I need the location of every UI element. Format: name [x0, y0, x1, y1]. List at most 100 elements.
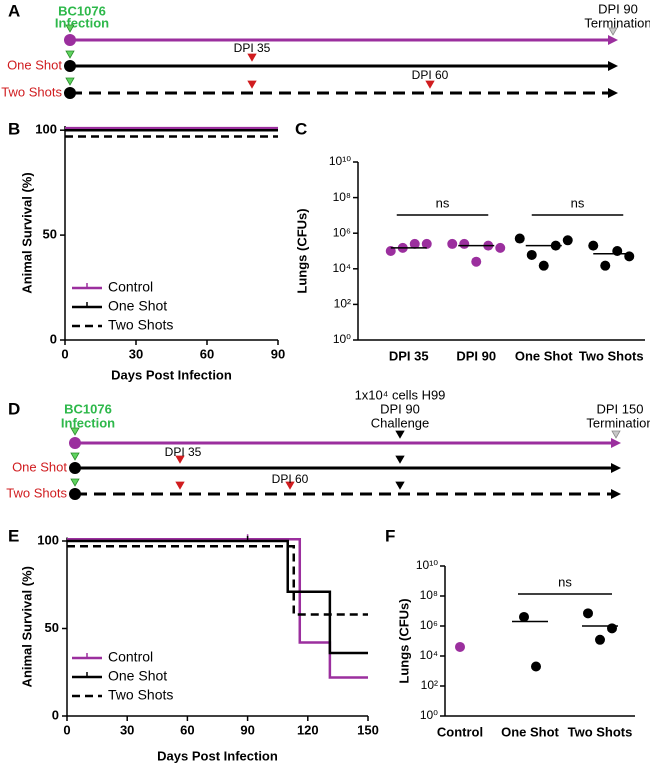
y-axis-label: Animal Survival (%): [19, 566, 34, 687]
survival-line: [67, 545, 368, 616]
x-axis-label: Days Post Infection: [157, 748, 278, 763]
x-tick-label: One Shot: [515, 348, 573, 363]
panel-letter: B: [8, 119, 20, 138]
y-tick-label: 100: [35, 122, 57, 137]
data-point: [459, 238, 470, 249]
y-tick-label: 10⁰: [420, 708, 438, 722]
y-axis-label: Lungs (CFUs): [294, 208, 309, 293]
y-tick-label: 10⁸: [420, 588, 438, 602]
y-axis-label: Animal Survival (%): [19, 172, 34, 293]
x-tick-label: One Shot: [501, 724, 559, 739]
infection-marker: [65, 50, 75, 59]
panel-letter: D: [8, 399, 20, 418]
challenge-marker: [395, 430, 405, 439]
y-tick-label: 10¹⁰: [329, 154, 351, 168]
y-tick-label: 10⁶: [420, 618, 438, 632]
y-tick-label: 100: [37, 532, 59, 547]
start-dot: [64, 87, 76, 99]
significance-label: ns: [436, 195, 450, 210]
y-tick-label: 10⁶: [333, 225, 351, 239]
data-point: [562, 235, 573, 246]
data-point: [624, 251, 635, 262]
infection-marker: [65, 24, 75, 33]
y-tick-label: 50: [43, 227, 57, 242]
data-point: [495, 242, 506, 253]
challenge-marker: [395, 455, 405, 464]
data-point: [583, 608, 593, 619]
data-point: [531, 661, 541, 672]
challenge-label: DPI 90: [380, 401, 420, 416]
x-tick-label: 0: [63, 722, 70, 737]
data-point: [526, 249, 537, 260]
termination-marker: [608, 27, 618, 36]
legend-label: One Shot: [108, 298, 167, 314]
y-tick-label: 10⁰: [333, 332, 351, 346]
data-point: [595, 634, 605, 645]
panel-letter: E: [8, 526, 19, 545]
start-label: BC1076: [64, 401, 112, 416]
infection-marker: [70, 427, 80, 436]
x-tick-label: 30: [120, 722, 134, 737]
data-point: [471, 256, 482, 267]
start-dot: [64, 34, 76, 46]
y-tick-label: 0: [52, 707, 59, 722]
data-point: [514, 233, 525, 244]
data-point: [447, 238, 458, 249]
arrow-head: [611, 438, 621, 448]
arrow-head: [608, 61, 618, 71]
x-tick-label: Two Shots: [579, 348, 644, 363]
y-tick-label: 10⁴: [332, 261, 351, 275]
data-point: [600, 260, 611, 271]
dose-label: DPI 60: [272, 472, 309, 486]
panel-letter: C: [295, 119, 307, 138]
x-tick-label: 90: [240, 722, 254, 737]
x-axis-label: Days Post Infection: [111, 367, 232, 382]
start-dot: [69, 462, 81, 474]
arrow-head: [611, 489, 621, 499]
infection-marker: [70, 478, 80, 487]
significance-label: ns: [558, 574, 572, 589]
y-axis-label: Lungs (CFUs): [396, 598, 411, 683]
x-tick-label: Two Shots: [568, 724, 633, 739]
x-tick-label: 90: [271, 346, 285, 361]
start-dot: [69, 437, 81, 449]
x-tick-label: Control: [437, 724, 483, 739]
data-point: [455, 641, 465, 652]
start-label: BC1076: [58, 3, 106, 18]
challenge-marker: [395, 481, 405, 490]
data-point: [421, 238, 432, 249]
legend-label: One Shot: [108, 668, 167, 684]
legend-label: Two Shots: [108, 317, 173, 333]
data-point: [519, 611, 529, 622]
end-label: DPI 90: [598, 1, 638, 16]
infection-marker: [70, 452, 80, 461]
y-tick-label: 10²: [421, 678, 438, 692]
x-tick-label: 60: [180, 722, 194, 737]
dose-marker: [247, 53, 257, 62]
arrow-head: [608, 35, 618, 45]
infection-marker: [65, 77, 75, 86]
dose-label: DPI 35: [165, 445, 202, 459]
x-tick-label: 30: [129, 346, 143, 361]
panel-letter: A: [8, 1, 20, 20]
dose-marker: [425, 80, 435, 89]
y-tick-label: 0: [50, 331, 57, 346]
x-tick-label: DPI 90: [456, 348, 496, 363]
dose-marker: [247, 80, 257, 89]
data-point: [607, 623, 617, 634]
end-label: Termination: [584, 15, 650, 30]
dose-marker: [175, 481, 185, 490]
start-dot: [64, 60, 76, 72]
start-label: Infection: [61, 415, 115, 430]
y-tick-label: 50: [45, 620, 59, 635]
x-tick-label: 120: [297, 722, 319, 737]
start-label: Infection: [55, 15, 109, 30]
row-label: Two Shots: [1, 84, 62, 99]
row-label: One Shot: [12, 459, 67, 474]
significance-label: ns: [571, 195, 585, 210]
y-tick-label: 10²: [334, 297, 351, 311]
x-tick-label: DPI 35: [389, 348, 429, 363]
start-dot: [69, 488, 81, 500]
row-label: Two Shots: [6, 485, 67, 500]
